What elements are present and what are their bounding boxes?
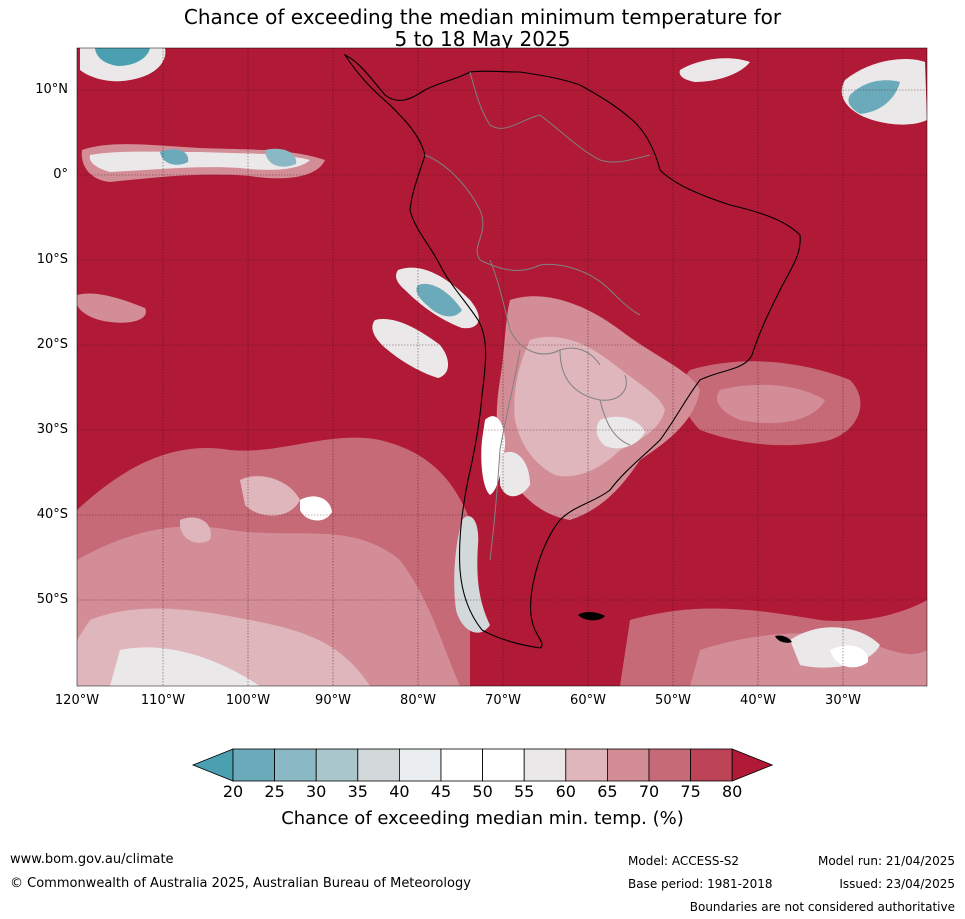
lat-label-30s: 30°S bbox=[36, 422, 68, 437]
southern-cone-patch bbox=[481, 296, 700, 520]
lat-label-10n: 10°N bbox=[35, 82, 68, 97]
colorbar-tick-label: 55 bbox=[514, 782, 535, 801]
colorbar-arrow-high bbox=[731, 748, 774, 782]
colorbar-box bbox=[607, 748, 650, 782]
colorbar-box bbox=[315, 748, 359, 782]
map-frame bbox=[76, 47, 928, 687]
lon-label-30w: 30°W bbox=[825, 693, 861, 708]
footer-base-period: Base period: 1981-2018 bbox=[628, 877, 773, 891]
colorbar-tick-label: 20 bbox=[222, 782, 244, 801]
colorbar-box bbox=[274, 748, 317, 782]
colorbar bbox=[191, 748, 774, 782]
colorbar-tick-label: 75 bbox=[680, 782, 701, 801]
peru-coast-blue-patch bbox=[372, 267, 479, 378]
equatorial-pacific-strip bbox=[81, 144, 325, 182]
lon-label-120w: 120°W bbox=[54, 693, 100, 708]
colorbar-box bbox=[482, 748, 525, 782]
footer-issued: Issued: 23/04/2025 bbox=[839, 877, 955, 891]
colorbar-tick-label: 45 bbox=[430, 782, 452, 801]
lon-label-70w: 70°W bbox=[485, 693, 521, 708]
patagonia-patch bbox=[454, 516, 490, 633]
lon-label-100w: 100°W bbox=[225, 693, 271, 708]
colorbar-tick-label: 80 bbox=[722, 782, 743, 801]
falkland-islands bbox=[578, 612, 605, 621]
colorbar-tick-label: 40 bbox=[389, 782, 410, 801]
footer-disclaimer: Boundaries are not considered authoritat… bbox=[689, 900, 955, 914]
west-pacific-patch bbox=[77, 293, 146, 323]
south-atlantic-island bbox=[775, 635, 792, 643]
south-america-coastline bbox=[343, 53, 801, 649]
footer-model: Model: ACCESS-S2 bbox=[628, 854, 740, 868]
colorbar-arrow-low bbox=[191, 748, 234, 782]
colorbar-tick-label: 70 bbox=[638, 782, 660, 801]
colorbar-tick-label: 60 bbox=[555, 782, 576, 801]
colorbar-box bbox=[648, 748, 691, 782]
map-title-line1: Chance of exceeding the median minimum t… bbox=[183, 5, 782, 29]
footer-copyright: © Commonwealth of Australia 2025, Austra… bbox=[10, 876, 471, 891]
lon-label-50w: 50°W bbox=[655, 693, 691, 708]
graticule bbox=[77, 48, 927, 686]
lat-label-50s: 50°S bbox=[36, 592, 68, 607]
lat-label-0: 0° bbox=[53, 167, 68, 182]
colorbar-box bbox=[357, 748, 400, 782]
colorbar-box bbox=[565, 748, 608, 782]
lon-label-90w: 90°W bbox=[315, 693, 351, 708]
colorbar-box bbox=[232, 748, 275, 782]
map-title-line2: 5 to 18 May 2025 bbox=[394, 27, 571, 51]
lon-label-80w: 80°W bbox=[400, 693, 436, 708]
colorbar-box bbox=[398, 748, 442, 782]
footer-model-run: Model run: 21/04/2025 bbox=[817, 854, 955, 868]
colorbar-title: Chance of exceeding median min. temp. (%… bbox=[281, 808, 684, 829]
colorbar-tick-label: 65 bbox=[597, 782, 618, 801]
colorbar-tick-label: 50 bbox=[472, 782, 493, 801]
lon-label-60w: 60°W bbox=[570, 693, 606, 708]
country-borders bbox=[424, 71, 651, 561]
lon-label-110w: 110°W bbox=[140, 693, 186, 708]
colorbar-box bbox=[523, 748, 567, 782]
footer-website: www.bom.gov.au/climate bbox=[10, 852, 174, 867]
atlantic-patch bbox=[681, 361, 861, 446]
lat-label-10s: 10°S bbox=[36, 252, 68, 267]
lat-label-40s: 40°S bbox=[36, 507, 68, 522]
southern-ocean-band bbox=[77, 437, 927, 686]
lon-label-40w: 40°W bbox=[740, 693, 776, 708]
colorbar-box bbox=[440, 748, 483, 782]
north-atlantic-blue-patch bbox=[679, 58, 927, 125]
colorbar-tick-label: 35 bbox=[347, 782, 368, 801]
colorbar-box bbox=[690, 748, 733, 782]
colorbar-tick-label: 25 bbox=[264, 782, 285, 801]
colorbar-tick-label: 30 bbox=[306, 782, 327, 801]
north-pacific-blue-patch bbox=[80, 48, 166, 82]
lat-label-20s: 20°S bbox=[36, 337, 68, 352]
